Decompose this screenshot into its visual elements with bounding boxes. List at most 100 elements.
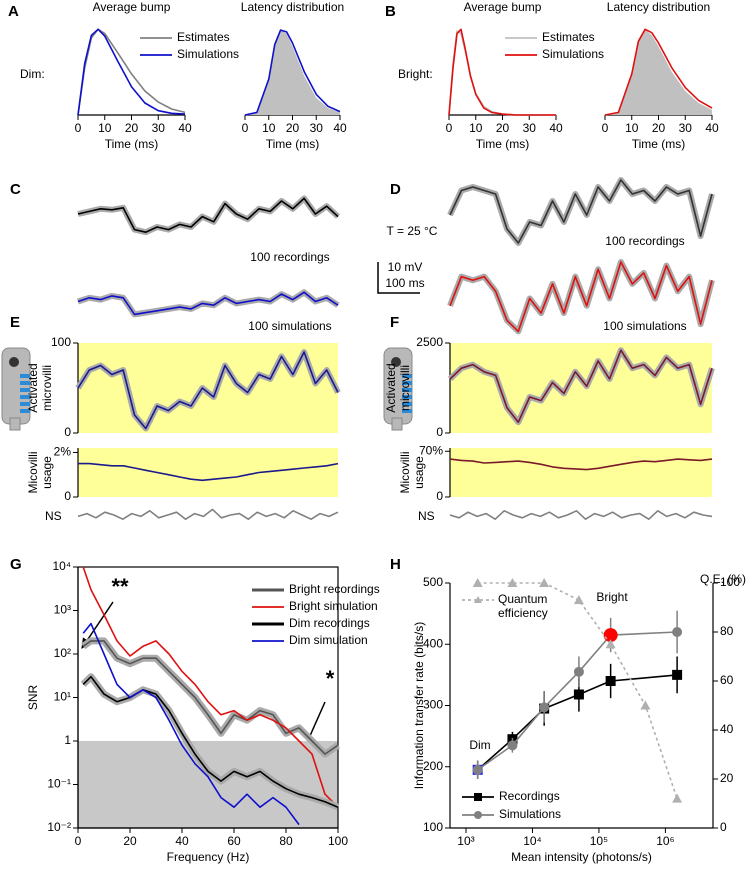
plot-title: Average bump: [464, 0, 542, 14]
y-tick-label: 10²: [54, 646, 71, 660]
y-axis-label: usage: [40, 456, 54, 489]
annotation: 100 simulations: [248, 319, 331, 333]
x-axis-label: Time (ms): [266, 137, 320, 151]
y-tick-label: 10¹: [54, 690, 71, 704]
annotation: 10 mV: [388, 260, 423, 274]
trace: [77, 351, 339, 430]
legend-label: Bright recordings: [289, 582, 380, 596]
x-tick-label: 60: [227, 834, 241, 848]
legend-label: Simulations: [542, 47, 604, 61]
side-label: Dim:: [20, 67, 45, 81]
annotation: 100 recordings: [605, 234, 684, 248]
panel-label: F: [390, 314, 399, 331]
line: [449, 510, 713, 520]
legend-label: Estimates: [177, 30, 230, 44]
y-axis-label: Micovilli: [398, 452, 412, 494]
plot-background: [450, 448, 712, 497]
x-tick-label: 10⁵: [590, 834, 608, 848]
x-axis-label: Frequency (Hz): [167, 850, 250, 864]
x-tick-label: 10⁶: [656, 834, 674, 848]
x-tick-label: 0: [242, 121, 249, 135]
marker: [605, 676, 616, 686]
plot-title: Latency distribution: [607, 0, 710, 14]
line: [449, 458, 713, 471]
x-tick-label: 10: [625, 121, 639, 135]
x-tick-label: 10: [469, 121, 483, 135]
legend-label: Dim simulation: [289, 633, 368, 647]
x-tick-label: 0: [446, 121, 453, 135]
x-tick-label: 40: [705, 121, 719, 135]
y2-tick-label: 100: [720, 575, 740, 589]
icon-f: [383, 347, 413, 431]
y-tick-label: 70%: [419, 443, 443, 457]
annotation: *: [326, 666, 335, 691]
x-tick-label: 30: [152, 121, 166, 135]
marker: [539, 702, 550, 713]
x-axis-label: Time (ms): [476, 137, 530, 151]
line: [82, 675, 339, 808]
y2-tick-label: 0: [720, 820, 727, 834]
marker: [672, 793, 683, 803]
panel-label: E: [10, 314, 20, 331]
y-axis-label: Activated: [26, 363, 40, 412]
y-tick-label: 300: [423, 698, 443, 712]
side-label: Bright:: [398, 67, 433, 81]
annotation: 100 ms: [385, 276, 424, 290]
y2-tick-label: 40: [720, 722, 734, 736]
scale-bar: [377, 262, 420, 294]
legend-label-box: Quantum efficiency: [498, 592, 548, 620]
marker: [539, 578, 550, 587]
marker: [640, 700, 651, 710]
x-tick-label: 0: [75, 834, 82, 848]
marker: [672, 627, 683, 637]
line: [77, 28, 186, 116]
y-axis-label: Activated: [384, 363, 398, 412]
icon-e: [1, 347, 31, 431]
plot-background: [450, 343, 712, 433]
y-tick-label: 100: [51, 335, 71, 349]
legend-label: Recordings: [499, 789, 560, 803]
line: [477, 631, 678, 771]
trace: [449, 261, 713, 333]
annotation: Dim: [469, 738, 490, 752]
y-tick-label: 10⁻¹: [47, 777, 71, 791]
marker: [573, 666, 584, 677]
y-axis-label: SNR: [26, 685, 40, 711]
y-tick-label: 10⁻²: [47, 820, 71, 834]
marker: [472, 578, 483, 587]
legend-label: Bright simulation: [289, 599, 378, 613]
y-tick-label: 10⁴: [52, 559, 71, 573]
line: [77, 28, 186, 116]
y-tick-label: 1: [64, 733, 71, 747]
x-tick-label: 30: [679, 121, 693, 135]
line: [82, 640, 339, 755]
x-tick-label: 80: [279, 834, 293, 848]
legend-marker: [474, 596, 482, 603]
x-tick-label: 40: [549, 121, 563, 135]
marker: [472, 764, 483, 775]
annotation: NS: [45, 509, 62, 523]
x-tick-label: 10⁴: [523, 834, 542, 848]
annotation: T = 25 °C: [387, 224, 438, 238]
panel-label: B: [385, 3, 396, 20]
line: [448, 30, 556, 116]
x-axis-label: Time (ms): [105, 137, 159, 151]
marker: [672, 669, 683, 680]
panel-label: G: [10, 556, 22, 573]
legend-marker: [474, 811, 482, 819]
plot-title: Average bump: [93, 0, 171, 14]
annotation: 100 simulations: [603, 319, 686, 333]
trace: [77, 197, 339, 233]
x-tick-label: 40: [178, 121, 192, 135]
shaded-region: [78, 741, 338, 828]
y-axis-label: usage: [412, 456, 426, 489]
legend-marker: [474, 793, 482, 801]
x-tick-label: 40: [333, 121, 347, 135]
legend-label: Simulations: [499, 807, 561, 821]
y-tick-label: 100: [423, 820, 443, 834]
marker: [507, 740, 518, 751]
line: [477, 674, 678, 771]
x-tick-label: 30: [523, 121, 537, 135]
y2-tick-label: 20: [720, 771, 734, 785]
